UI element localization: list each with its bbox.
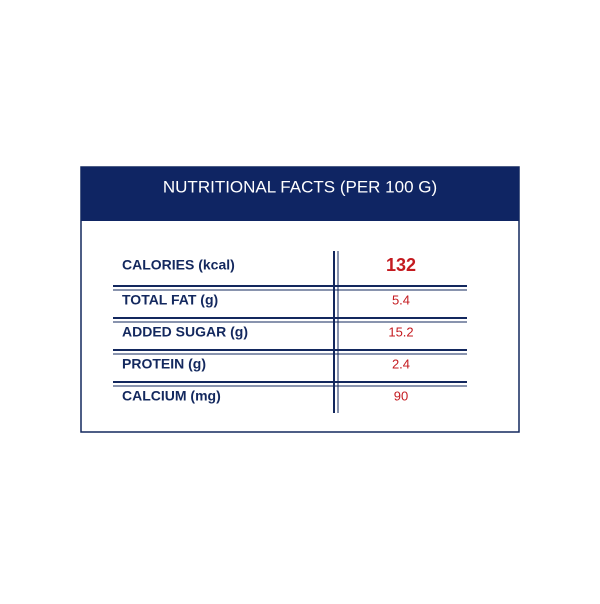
header-title: NUTRITIONAL FACTS (PER 100 G): [163, 177, 437, 196]
row-value: 15.2: [388, 324, 413, 339]
row-label: CALCIUM (mg): [122, 388, 221, 404]
row-label: ADDED SUGAR (g): [122, 324, 248, 340]
row-value: 2.4: [392, 356, 410, 371]
row-label: CALORIES (kcal): [122, 257, 235, 273]
row-value: 5.4: [392, 292, 410, 307]
row-label: TOTAL FAT (g): [122, 292, 218, 308]
row-value: 90: [394, 388, 408, 403]
row-value: 132: [386, 255, 416, 275]
row-label: PROTEIN (g): [122, 356, 206, 372]
header-bar: [81, 167, 519, 221]
